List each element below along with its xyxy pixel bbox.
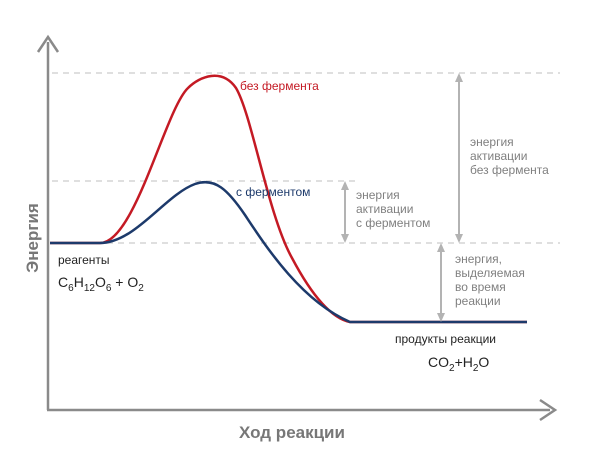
curve-with-enzyme [50, 180, 527, 324]
reactants-formula: C6H12O6 + O2 [58, 274, 144, 294]
y-axis-title: Энергия [23, 203, 42, 273]
y-axis [36, 34, 60, 410]
x-axis-title: Ход реакции [239, 423, 345, 442]
products-formula: CO2+H2O [428, 354, 489, 374]
note-activation-with-enzyme: энергия активации с ферментом [356, 188, 430, 230]
curve-no-enzyme [50, 74, 527, 324]
label-with-enzyme: с ферментом [236, 185, 310, 199]
products-label: продукты реакции [395, 332, 496, 346]
y-axis-arrowhead [36, 34, 60, 53]
reactants-label: реагенты [58, 253, 110, 267]
x-axis [47, 398, 558, 422]
note-activation-no-enzyme: энергия активации без фермента [470, 135, 549, 177]
label-no-enzyme: без фермента [240, 79, 319, 93]
x-axis-arrowhead [539, 398, 558, 422]
note-energy-released: энергия, выделяемая во время реакции [455, 252, 528, 308]
